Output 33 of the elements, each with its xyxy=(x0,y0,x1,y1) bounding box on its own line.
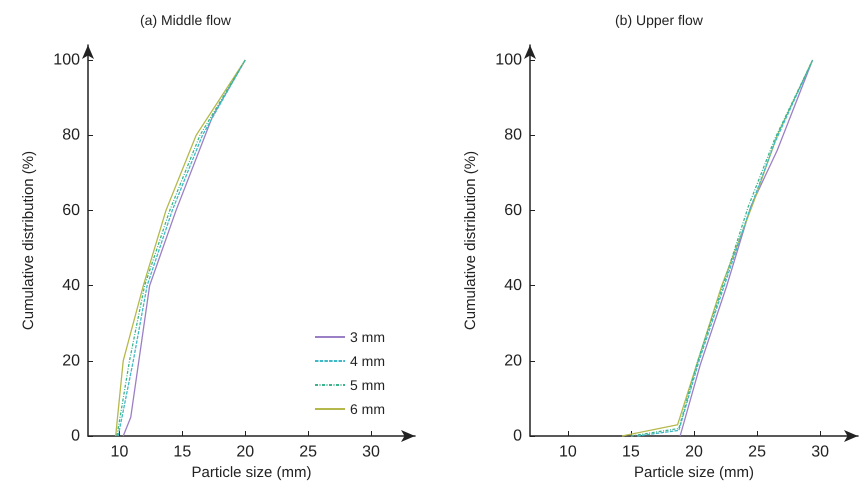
y-tick-label: 20 xyxy=(504,352,522,370)
y-tick-label: 60 xyxy=(62,202,80,219)
x-tick-label: 10 xyxy=(558,444,577,460)
chart-title: (b) Upper flow xyxy=(615,12,704,28)
y-tick-label: 0 xyxy=(71,428,80,444)
y-tick-label: 40 xyxy=(504,277,522,294)
x-tick-label: 15 xyxy=(622,444,640,460)
line-series xyxy=(679,59,814,437)
y-tick-label: 100 xyxy=(53,52,80,69)
x-tick-label: 15 xyxy=(173,444,192,460)
legend-label: 5 mm xyxy=(350,377,385,393)
y-tick-label: 40 xyxy=(62,277,80,294)
y-tick-label: 20 xyxy=(62,352,80,370)
y-axis-title: Cumulative distribution (%) xyxy=(20,150,37,330)
legend-label: 4 mm xyxy=(350,353,385,369)
y-tick-label: 60 xyxy=(504,202,522,219)
y-tick-label: 0 xyxy=(513,428,522,444)
y-tick-label: 80 xyxy=(504,126,522,144)
x-tick-label: 30 xyxy=(811,444,830,460)
legend-label: 6 mm xyxy=(350,401,385,417)
y-tick-label: 80 xyxy=(62,126,80,144)
y-tick-label: 100 xyxy=(495,52,522,69)
x-axis-title: Particle size (mm) xyxy=(191,464,312,481)
x-axis-title: Particle size (mm) xyxy=(634,464,754,481)
x-tick-label: 25 xyxy=(748,444,766,460)
x-tick-label: 25 xyxy=(299,444,318,460)
x-tick-label: 10 xyxy=(110,444,128,460)
legend-label: 3 mm xyxy=(350,329,385,345)
x-tick-label: 20 xyxy=(685,444,703,460)
x-tick-label: 30 xyxy=(362,444,380,460)
x-tick-label: 20 xyxy=(236,444,254,460)
chart-title: (a) Middle flow xyxy=(140,12,232,28)
y-axis-title: Cumulative distribution (%) xyxy=(462,150,479,330)
